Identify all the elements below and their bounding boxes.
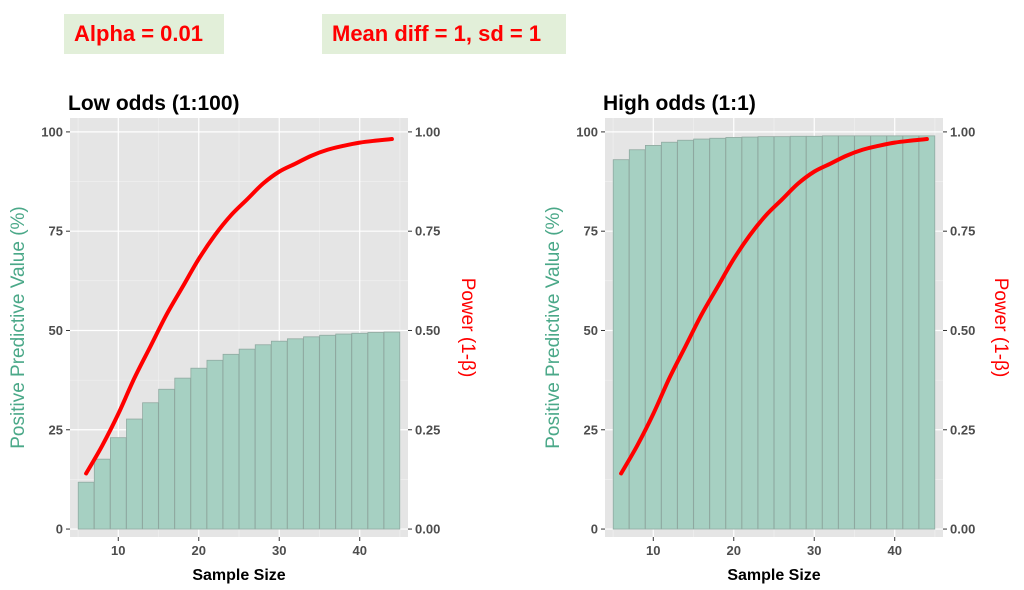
ppv-bar [367,332,385,530]
y-axis-title-left: Positive Predictive Value (%) [8,206,29,449]
x-axis-title: Sample Size [192,567,285,584]
ppv-bar [142,402,159,530]
ppv-bar [805,135,823,530]
ppv-bar [303,336,320,530]
x-tick-label: 20 [192,543,206,558]
y-tick-label: 25 [584,422,598,437]
ppv-bar [93,458,111,530]
ppv-bar [287,338,304,530]
y-tick-label: 100 [41,124,63,139]
ppv-bar [206,359,224,530]
ppv-bar [757,136,775,530]
chart-title: Low odds (1:100) [68,92,240,115]
ppv-bar [77,481,95,530]
y2-tick-label: 0.50 [950,323,975,338]
ppv-bar [628,149,646,530]
ppv-bar [174,377,191,530]
ppv-bar [822,135,839,530]
ppv-bar [319,334,336,530]
ppv-bar [886,135,904,530]
y-axis-title-left: Positive Predictive Value (%) [543,206,564,449]
ppv-bar [693,138,710,530]
x-tick-label: 10 [111,543,125,558]
ppv-bar [644,145,662,530]
ppv-bar [158,388,175,530]
y-tick-label: 50 [49,323,63,338]
alpha-badge: Alpha = 0.01 [64,14,224,54]
ppv-bar [254,344,272,530]
ppv-bar [870,135,887,530]
x-tick-label: 30 [807,543,821,558]
y2-tick-label: 0.25 [415,422,440,437]
y2-tick-label: 1.00 [415,124,440,139]
ppv-bar [270,340,288,530]
x-tick-label: 40 [352,543,366,558]
ppv-bar [190,367,208,530]
y2-tick-label: 0.75 [415,224,440,239]
ppv-bar [222,353,240,530]
y-tick-label: 50 [584,323,598,338]
ppv-bar [126,418,143,530]
y2-tick-label: 0.00 [950,522,975,537]
ppv-bar [661,141,678,530]
ppv-bar [709,137,726,530]
power-curve [619,137,929,476]
y2-tick-label: 0.50 [415,323,440,338]
mean-diff-badge: Mean diff = 1, sd = 1 [322,14,566,54]
y-tick-label: 75 [584,224,598,239]
ppv-bar [741,136,759,530]
ppv-bar [383,331,401,530]
power-curve [84,137,394,476]
ppv-bar [918,135,936,530]
y2-tick-label: 0.25 [950,422,975,437]
y2-tick-label: 0.00 [415,522,440,537]
x-axis-title: Sample Size [727,567,820,584]
x-tick-label: 10 [646,543,660,558]
y-axis-title-right: Power (1-β) [990,278,1011,378]
ppv-bar [351,332,369,530]
ppv-bar [725,137,743,530]
chart-title: High odds (1:1) [603,92,756,115]
y-tick-label: 0 [591,522,598,537]
y-tick-label: 25 [49,422,63,437]
ppv-bar [109,437,127,530]
y2-tick-label: 0.75 [950,224,975,239]
ppv-bar [902,135,920,530]
ppv-bar [238,348,256,530]
x-tick-label: 20 [727,543,741,558]
x-tick-label: 30 [272,543,286,558]
ppv-bar [789,135,807,530]
y-tick-label: 0 [56,522,63,537]
y-tick-label: 75 [49,224,63,239]
x-tick-label: 40 [887,543,901,558]
ppv-bar [854,135,871,530]
y2-tick-label: 1.00 [950,124,975,139]
ppv-bar [335,333,352,530]
y-tick-label: 100 [576,124,598,139]
y-axis-title-right: Power (1-β) [457,278,478,378]
ppv-bar [838,135,855,530]
